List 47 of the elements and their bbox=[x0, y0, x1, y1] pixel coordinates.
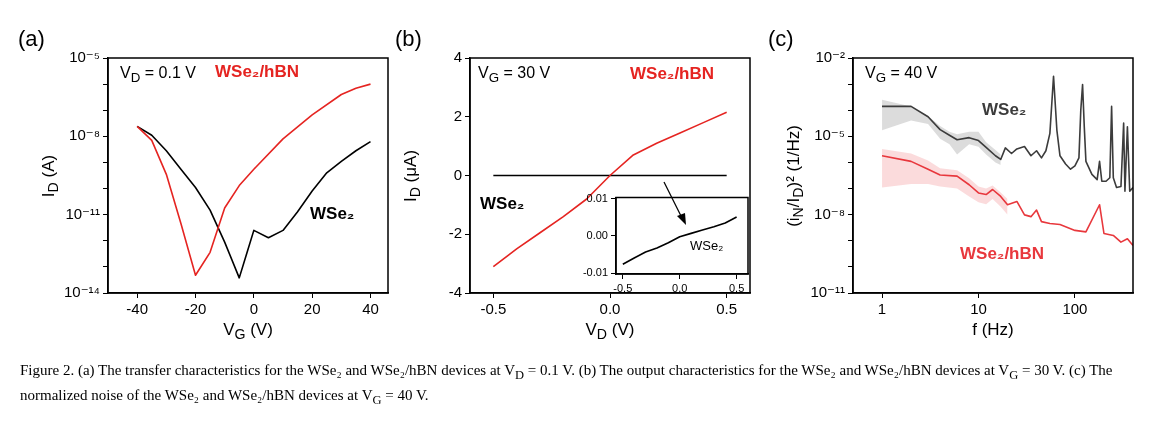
chart-title: (a) bbox=[18, 26, 45, 52]
text: WSe₂/hBN bbox=[215, 62, 300, 82]
series-label: WSe₂/hBN bbox=[960, 244, 1045, 264]
x-tick-label: 0.5 bbox=[716, 300, 738, 318]
text: Figure 2. (a) The transfer characteristics for the WSe₂ and WSe₂/hBN devices at V$_{D}$ = 0.1 V. (b) The output characteristics for the WSe₂ and WSe₂/hBN devices at V$_{G}$ = 30 V. (c) The normalized noise of the WSe₂ and WSe₂/hBN devices at V$_{G}$ = 40 V. bbox=[20, 362, 1113, 407]
y-tick-label: 4 bbox=[453, 48, 462, 66]
legend-label: WSe₂ bbox=[690, 238, 724, 253]
y-tick-label: 0.00 bbox=[586, 229, 608, 242]
x-tick-label: 10 bbox=[970, 300, 987, 318]
x-axis-title: V$_{D}$ (V) bbox=[585, 320, 635, 343]
series-label: WSe₂ bbox=[310, 204, 355, 224]
y-tick-label: 0.01 bbox=[586, 191, 608, 204]
annotation: V$_{D}$ = 0.1 V bbox=[120, 64, 196, 86]
y-tick-label: 2 bbox=[453, 106, 462, 124]
y-tick-label: 0 bbox=[453, 165, 462, 183]
x-tick-label: 100 bbox=[1062, 300, 1088, 318]
y-tick-label: -2 bbox=[448, 224, 462, 242]
chart-title: (b) bbox=[395, 26, 422, 52]
y-tick-label: 10⁻¹⁴ bbox=[63, 283, 100, 301]
x-tick-label: 1 bbox=[877, 300, 887, 318]
series-label: WSe₂/hBN bbox=[630, 64, 715, 84]
x-tick-label: 0 bbox=[249, 300, 259, 318]
y-tick-label: 10⁻⁸ bbox=[814, 204, 845, 222]
y-tick-label: 10⁻⁵ bbox=[69, 48, 100, 66]
y-tick-label: 10⁻¹¹ bbox=[810, 283, 845, 301]
x-tick-label: 0.0 bbox=[672, 281, 688, 294]
y-tick-label: 10⁻¹¹ bbox=[65, 204, 100, 222]
x-tick-label: 0.5 bbox=[728, 281, 745, 294]
y-tick-label: 10⁻⁸ bbox=[69, 126, 100, 144]
annotation: V$_{G}$ = 30 V bbox=[478, 64, 551, 86]
series-label: WSe₂ bbox=[982, 100, 1027, 120]
annotation: V$_{G}$ = 40 V bbox=[865, 64, 938, 86]
x-tick-label: -40 bbox=[126, 300, 149, 318]
x-axis-title: V$_{G}$ (V) bbox=[223, 320, 273, 343]
x-tick-label: -0.5 bbox=[480, 300, 507, 318]
y-tick-label: -4 bbox=[448, 283, 462, 301]
x-tick-label: 20 bbox=[303, 300, 321, 318]
x-tick-label: -0.5 bbox=[613, 281, 633, 294]
y-tick-label: 10⁻² bbox=[815, 48, 845, 66]
x-tick-label: -20 bbox=[184, 300, 207, 318]
x-tick-label: 40 bbox=[362, 300, 379, 318]
x-tick-label: 0.0 bbox=[599, 300, 621, 318]
chart-title: (c) bbox=[768, 26, 794, 52]
y-tick-label: 10⁻⁵ bbox=[814, 126, 845, 144]
legend-label: WSe₂ bbox=[480, 194, 525, 214]
y-tick-label: -0.01 bbox=[582, 266, 608, 279]
x-axis-title: f (Hz) bbox=[972, 320, 1014, 340]
